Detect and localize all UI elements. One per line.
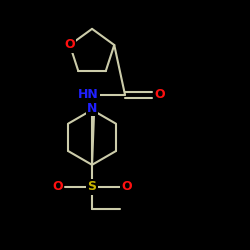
Text: O: O [64, 38, 75, 52]
Text: O: O [52, 180, 63, 193]
Text: S: S [88, 180, 96, 193]
Text: N: N [87, 102, 97, 115]
Text: O: O [155, 88, 166, 101]
Text: O: O [121, 180, 132, 193]
Text: HN: HN [78, 88, 98, 101]
